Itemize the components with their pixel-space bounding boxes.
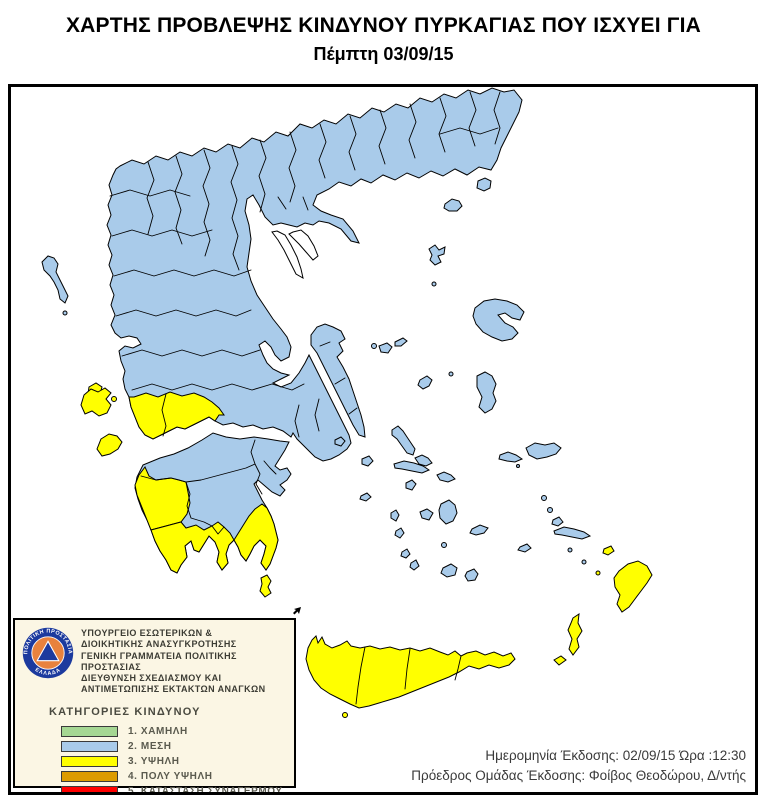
island-syros xyxy=(405,479,417,491)
island-santorini xyxy=(464,568,479,582)
page-subtitle: Πέμπτη 03/09/15 xyxy=(313,44,454,64)
ionian-islands xyxy=(41,255,272,598)
island-kythira xyxy=(259,574,272,598)
cursor-icon xyxy=(293,607,301,615)
island-chios xyxy=(476,371,497,414)
island-paxoi xyxy=(62,310,68,316)
island-ios xyxy=(441,542,447,548)
island-zakynthos xyxy=(96,433,123,457)
island-alonnisos xyxy=(394,337,408,347)
island-rhodes xyxy=(613,560,653,613)
low-risk-swatch xyxy=(61,725,118,737)
saronic-islands xyxy=(334,436,431,502)
high-risk-swatch xyxy=(61,755,118,767)
region-messinia xyxy=(150,521,235,574)
island-karpathos xyxy=(567,612,583,656)
island-samos xyxy=(525,442,562,460)
legend-item-label: 5. ΚΑΤΑΣΤΑΣΗ ΣΥΝΑΓΕΡΜΟΥ xyxy=(128,785,283,795)
region-kassandra xyxy=(271,230,304,279)
issue-date-line: Ημερομηνία Έκδοσης: 02/09/15 Ώρα :12:30 xyxy=(485,747,746,763)
island-skiathos xyxy=(371,343,377,349)
legend-item-label: 2. ΜΕΣΗ xyxy=(128,740,172,752)
island-fourni xyxy=(516,464,520,468)
agency-line: ΔΙΟΙΚΗΤΙΚΗΣ ΑΝΑΣΥΓΚΡΟΤΗΣΗΣ xyxy=(81,639,237,650)
island-amorgos xyxy=(469,524,489,536)
region-sithonia xyxy=(288,229,319,261)
island-mykonos xyxy=(436,471,456,483)
island-spetses xyxy=(359,492,372,502)
legend-item-label: 4. ΠΟΛΥ ΥΨΗΛΗ xyxy=(128,770,213,782)
dodecanese-islands xyxy=(517,495,653,666)
island-kos xyxy=(553,526,592,540)
island-corfu xyxy=(41,255,69,304)
island-limnos xyxy=(428,244,446,266)
island-leros xyxy=(547,507,553,513)
island-milos xyxy=(440,563,458,578)
legend-item-label: 1. ΧΑΜΗΛΗ xyxy=(128,725,188,737)
island-paros xyxy=(419,508,434,521)
island-samothraki xyxy=(443,198,463,212)
island-gavdos xyxy=(342,712,348,718)
agency-line: ΔΙΕΥΘΥΝΣΗ ΣΧΕΔΙΑΣΜΟΥ ΚΑΙ xyxy=(81,673,222,683)
island-kea xyxy=(390,509,400,522)
agency-line: ΓΕΝΙΚΗ ΓΡΑΜΜΑΤΕΙΑ ΠΟΛΙΤΙΚΗΣ ΠΡΟΣΤΑΣΙΑΣ xyxy=(81,650,237,672)
island-skopelos xyxy=(378,342,393,354)
very-high-risk-swatch xyxy=(61,770,118,782)
page-title: ΧΑΡΤΗΣ ΠΡΟΒΛΕΨΗΣ ΚΙΝΔΥΝΟΥ ΠΥΡΚΑΓΙΑΣ ΠΟΥ … xyxy=(65,14,702,37)
euboea xyxy=(310,323,366,438)
island-chalki xyxy=(595,570,601,576)
map-frame: ΠΟΛΙΤΙΚΗ ΠΡΟΣΤΑΣΙΑ ΕΛΛΑΔΑ ΥΠΟΥΡΓΕΙΟ ΕΣΩΤ… xyxy=(8,84,758,795)
medium-risk-swatch xyxy=(61,740,118,752)
issue-president-line: Πρόεδρος Ομάδας Έκδοσης: Φοίβος Θεοδώρου… xyxy=(411,767,746,783)
island-kefalonia xyxy=(80,387,112,417)
island-ikaria xyxy=(498,451,524,463)
alert-state-swatch xyxy=(61,785,118,792)
civil-protection-logo-icon: ΠΟΛΙΤΙΚΗ ΠΡΟΣΤΑΣΙΑ ΕΛΛΑΔΑ xyxy=(22,627,74,679)
island-thasos xyxy=(476,177,492,192)
north-aegean-islands xyxy=(428,177,562,468)
island-aegina xyxy=(361,455,374,467)
agency-line: ΑΝΤΙΜΕΤΩΠΙΣΗΣ ΕΚΤΑΚΤΩΝ ΑΝΑΓΚΩΝ xyxy=(81,684,266,695)
island-kalymnos xyxy=(551,516,564,527)
legend-item-medium: 2. ΜΕΣΗ xyxy=(61,740,290,753)
island-agios-efstratios xyxy=(431,281,437,287)
peloponnese xyxy=(134,432,292,574)
mainland xyxy=(106,87,523,462)
agency-text: ΥΠΟΥΡΓΕΙΟ ΕΣΩΤΕΡΙΚΩΝ & ΔΙΟΙΚΗΤΙΚΗΣ ΑΝΑΣΥ… xyxy=(81,626,290,696)
island-naxos xyxy=(438,499,458,525)
island-ithaki xyxy=(111,396,117,402)
legend-item-label: 3. ΥΨΗΛΗ xyxy=(128,755,180,767)
island-tilos xyxy=(581,559,587,565)
island-salamina xyxy=(334,436,346,447)
crete xyxy=(305,635,516,718)
svg-text:ΕΛΛΑΔΑ: ΕΛΛΑΔΑ xyxy=(34,667,62,677)
legend-box: ΠΟΛΙΤΙΚΗ ΠΡΟΣΤΑΣΙΑ ΕΛΛΑΔΑ ΥΠΟΥΡΓΕΙΟ ΕΣΩΤ… xyxy=(13,618,296,792)
island-symi xyxy=(602,545,615,556)
island-astypalea xyxy=(517,543,532,553)
region-aitoloakarnania xyxy=(128,391,225,440)
island-skyros xyxy=(417,375,433,390)
island-hydra xyxy=(393,460,431,474)
island-psara xyxy=(448,371,454,377)
issue-info: Ημερομηνία Έκδοσης: 02/09/15 Ώρα :12:30 … xyxy=(411,746,746,787)
island-lesvos xyxy=(472,298,525,342)
island-patmos xyxy=(541,495,547,501)
legend-categories-title: ΚΑΤΗΓΟΡΙΕΣ ΚΙΝΔΥΝΟΥ xyxy=(49,705,201,718)
island-kasos xyxy=(553,655,567,666)
island-serifos xyxy=(400,548,411,559)
sporades-islands xyxy=(371,337,433,390)
agency-line: ΥΠΟΥΡΓΕΙΟ ΕΣΩΤΕΡΙΚΩΝ & xyxy=(81,628,213,638)
region-lakonia-east xyxy=(233,503,279,571)
island-kythnos xyxy=(394,527,405,539)
legend-item-very-high: 4. ΠΟΛΥ ΥΨΗΛΗ xyxy=(61,770,290,783)
legend-item-low: 1. ΧΑΜΗΛΗ xyxy=(61,725,290,738)
logo-bottom-text: ΕΛΛΑΔΑ xyxy=(34,667,61,677)
island-andros xyxy=(391,425,416,456)
legend-item-alert: 5. ΚΑΤΑΣΤΑΣΗ ΣΥΝΑΓΕΡΜΟΥ xyxy=(61,785,290,795)
legend-item-high: 3. ΥΨΗΛΗ xyxy=(61,755,290,768)
island-sifnos xyxy=(409,559,420,571)
island-nisyros xyxy=(567,547,573,553)
island-tinos xyxy=(414,454,433,467)
cyclades-islands xyxy=(390,425,489,582)
